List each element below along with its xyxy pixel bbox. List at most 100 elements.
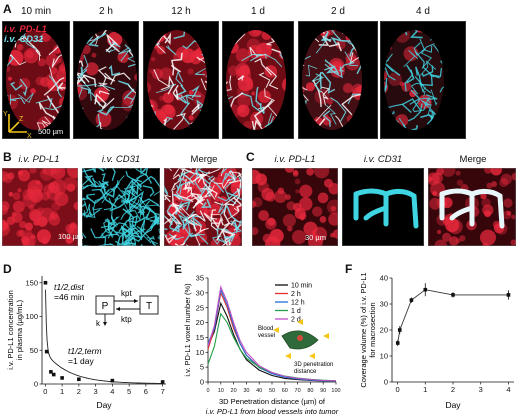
panel-a-image-vessel <box>38 102 57 120</box>
x-tick-label: 2 <box>451 385 455 394</box>
y-tick-label: 35 <box>196 274 204 283</box>
panel-b-cd31-image-vessel <box>153 190 160 196</box>
panel-a-image-red-spot <box>335 39 346 50</box>
penetration-series-line <box>207 301 337 382</box>
panel-a-image-vessel <box>421 65 434 77</box>
panel-c-merge-image-red-spot <box>503 198 513 208</box>
panel-b-cd31-image-vessel <box>82 168 95 173</box>
inset-label-vessel-1: Blood <box>258 326 273 332</box>
panel-f-ylabel-line1: Coverage volume (%) of i.v. PD-L1 <box>359 272 368 387</box>
panel-a-image-vessel <box>170 64 182 76</box>
panel-a-image-red-spot <box>156 45 166 55</box>
panel-a-image-vessel <box>347 93 362 105</box>
panel-a-image-red-spot <box>162 92 174 104</box>
panel-c-pdl1-image-red-spot <box>307 234 324 246</box>
panel-a-image-red-spot <box>47 78 60 92</box>
axis-z-line <box>8 121 20 133</box>
panel-a-image-vessel <box>175 70 184 87</box>
panel-b-pdl1-image-red-spot <box>2 173 13 184</box>
x-tick-label: 100 <box>331 388 340 394</box>
annot-t-half-term-value: =1 day <box>68 356 95 366</box>
model-label-t: T <box>146 301 152 312</box>
panel-a-image-vessel <box>241 53 264 62</box>
time-label: 4 d <box>416 6 430 17</box>
panel-a-image-vessel <box>153 69 171 91</box>
panel-b-cd31-image-vessel <box>136 172 152 184</box>
panel-b-merge-image-vessel <box>191 193 204 206</box>
panel-a-image-frame <box>2 21 70 139</box>
panel-b-merge-image-vessel <box>180 169 209 180</box>
panel-a-image-vessel <box>326 104 337 125</box>
x-tick-label: 7 <box>161 387 165 396</box>
panel-b-pdl1-image-red-spot <box>66 183 76 192</box>
panel-a-image-vessel <box>429 109 435 122</box>
panel-c-merge-image-red-spot <box>459 235 466 242</box>
panel-a-image-red-spot <box>149 68 155 74</box>
panel-b-title-merge: Merge <box>190 154 218 165</box>
panel-c-pdl1-image-red-spot <box>306 168 315 176</box>
panel-a-image-red-spot <box>187 68 194 75</box>
panel-c-merge-image-red-spot <box>484 168 493 174</box>
panel-a-image-vessel <box>77 71 90 84</box>
panel-a-image-vessel <box>251 119 264 130</box>
panel-a-image-red-spot <box>8 76 13 81</box>
panel-c-merge-image-red-spot <box>500 173 512 185</box>
panel-b-pdl1-image-red-spot <box>24 222 33 231</box>
panel-b-pdl1-image-frame <box>2 168 78 246</box>
panel-c-pdl1-image-red-spot <box>328 212 338 226</box>
panel-a-image-vessel <box>14 37 36 49</box>
model-label-k: k <box>96 319 101 328</box>
panel-a-image-vessel <box>315 30 329 54</box>
x-tick-label: 80 <box>307 388 313 394</box>
panel-a-image-vessel <box>384 67 396 81</box>
panel-c-pdl1-image-red-spot <box>299 184 313 198</box>
panel-c-merge-image-red-spot <box>499 177 509 188</box>
penetration-series-line <box>207 284 337 382</box>
panel-a-image-vessel <box>302 54 311 62</box>
panel-b-cd31-image-vessel <box>128 182 143 196</box>
panel-a-image-vessel <box>319 75 322 90</box>
panel-a-image-vessel <box>408 103 423 122</box>
panel-b-merge-image-vessel <box>194 228 206 246</box>
panel-c-merge-image-red-spot <box>506 210 512 216</box>
panel-label-c: C <box>246 150 255 164</box>
panel-c-pdl1-image-red-spot <box>299 197 313 211</box>
panel-c-merge-image-red-spot <box>441 168 456 177</box>
panel-label-f: F <box>345 262 353 276</box>
panel-c-pdl1-image-red-spot <box>313 168 330 179</box>
panel-b-pdl1-image-red-spot <box>50 168 66 180</box>
panel-b-merge-image-vessel <box>204 190 216 200</box>
panel-a-image-vessel <box>96 105 115 116</box>
panel-b-merge-image-vessel <box>228 179 242 188</box>
panel-a-image-red-spot <box>237 105 246 113</box>
panel-a-image-vessel <box>330 97 347 122</box>
panel-b-cd31-image-vessel <box>109 183 120 191</box>
y-tick-label: 15 <box>196 333 204 342</box>
panel-b-pdl1-image-red-spot <box>21 232 37 246</box>
panel-b-cd31-image-vessel <box>150 217 160 229</box>
panel-b-cd31-image-vessel <box>91 180 109 191</box>
panel-b-cd31-image-vessel <box>85 188 111 205</box>
panel-b-cd31-image-vessel <box>120 204 145 221</box>
panel-c-merge-image-red-spot <box>510 239 516 246</box>
panel-c-cd31-vessel <box>383 188 419 229</box>
panel-a-image-red-spot <box>160 104 176 120</box>
panel-b-cd31-image-vessel <box>136 225 157 246</box>
panel-c-title-merge: Merge <box>459 154 487 165</box>
panel-a-image-frame <box>222 21 294 139</box>
panel-b-merge-image-vessel <box>221 172 237 189</box>
panel-a-image-vessel <box>430 89 438 106</box>
panel-c-pdl1-image-red-spot <box>252 200 257 208</box>
panel-c-pdl1-image-red-spot <box>291 229 307 245</box>
panel-b-pdl1-image-red-spot <box>67 168 78 179</box>
panel-c-merge-image-red-spot <box>486 182 493 189</box>
panel-b-merge-image-vessel <box>173 194 190 202</box>
panel-a-image-vessel <box>240 92 262 113</box>
panel-b-merge-image-vessel <box>172 224 183 231</box>
panel-b-pdl1-image-red-spot <box>30 210 42 222</box>
panel-a-image-vessel <box>322 110 331 127</box>
panel-a-image-vessel <box>305 64 318 77</box>
panel-a-image-vessel <box>329 30 341 41</box>
panel-b-cd31-image-vessel <box>82 232 87 246</box>
panel-b-cd31-image-vessel <box>142 205 158 229</box>
